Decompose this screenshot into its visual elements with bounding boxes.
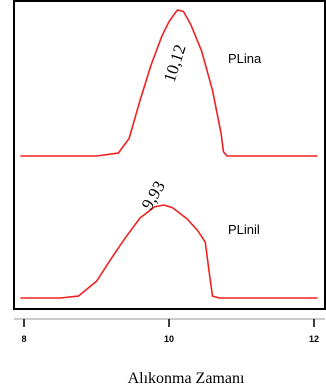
plot-frame (13, 0, 326, 310)
x-tick-label: 8 (21, 334, 26, 344)
peak-value-label: 10,12 (160, 42, 190, 84)
series-plinil: PLinil 9,93 (20, 178, 318, 299)
series-name-label: PLina (228, 51, 262, 66)
series-line (20, 204, 318, 299)
series-group: PLina 10,12 PLinil 9,93 (20, 9, 318, 299)
series-plina: PLina 10,12 (20, 9, 318, 157)
peak-value-label: 9,93 (138, 178, 169, 213)
x-tick-label: 10 (164, 334, 174, 344)
series-line (20, 9, 318, 157)
x-axis-ticks: 8 10 12 (21, 319, 319, 344)
series-name-label: PLinil (228, 222, 260, 237)
x-axis-title: Alıkonma Zamanı (128, 370, 245, 387)
x-tick-label: 12 (309, 334, 319, 344)
